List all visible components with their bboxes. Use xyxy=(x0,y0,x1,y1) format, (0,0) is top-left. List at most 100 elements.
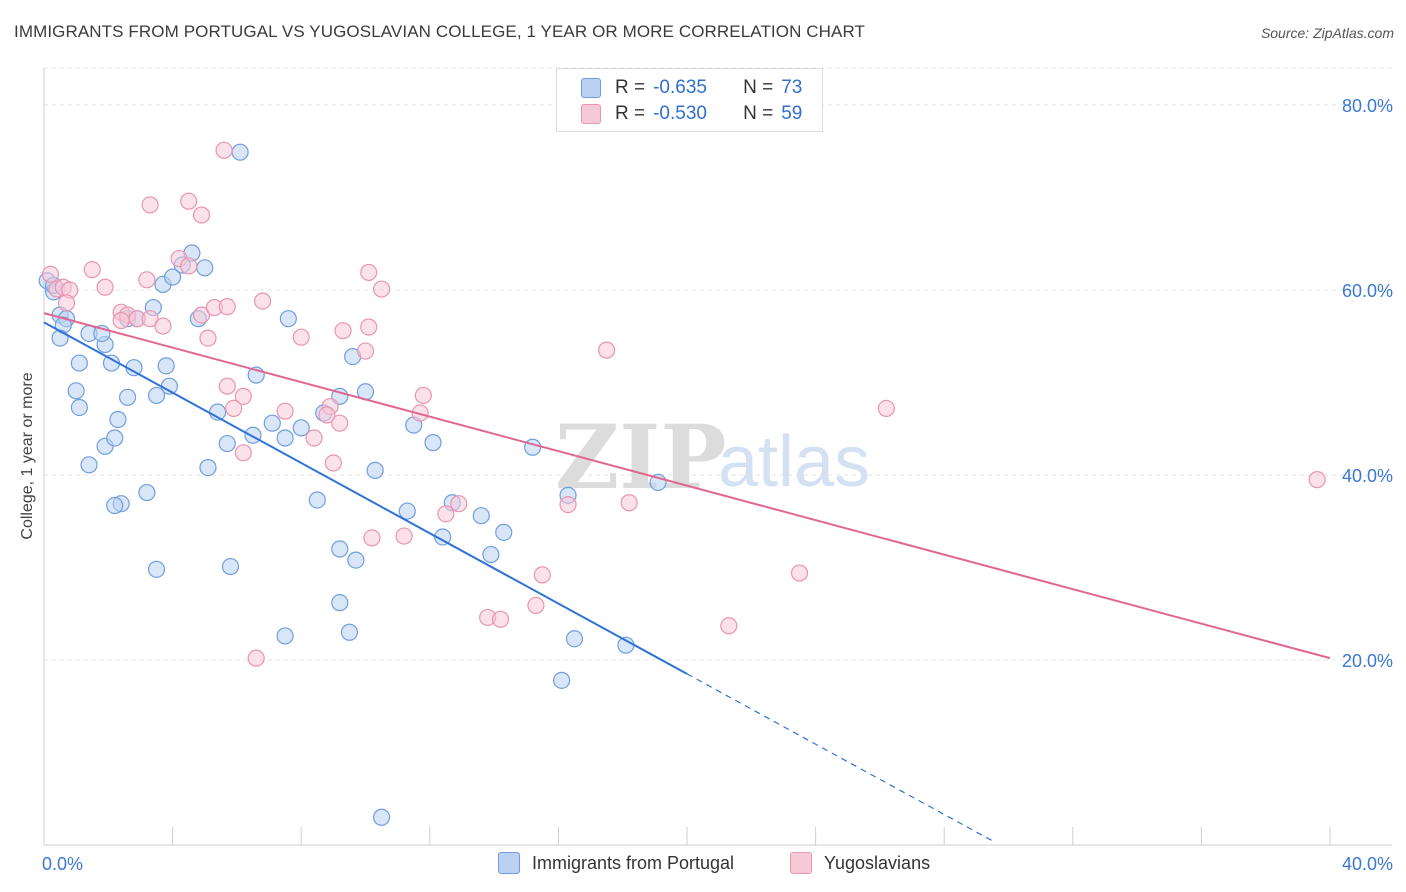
yugoslavian-point xyxy=(234,387,252,405)
yugoslavian-point xyxy=(360,263,378,282)
yugoslavian-point xyxy=(138,271,156,289)
yugoslavian-point xyxy=(491,610,510,628)
yugoslavian-point xyxy=(57,294,76,312)
legend-item-portugal[interactable]: Immigrants from Portugal xyxy=(498,852,734,874)
n-label: N = xyxy=(743,77,774,98)
r-value: -0.530 xyxy=(653,103,707,124)
portugal-point xyxy=(331,540,349,558)
yugoslavian-point xyxy=(215,141,233,159)
portugal-point xyxy=(398,502,416,520)
yugoslavian-point xyxy=(83,261,101,279)
portugal-point xyxy=(199,459,217,477)
portugal-point xyxy=(347,551,365,569)
legend-label-portugal: Immigrants from Portugal xyxy=(532,852,735,873)
portugal-point xyxy=(482,545,500,564)
yugoslavian-point xyxy=(395,527,413,545)
portugal-trendline-extension xyxy=(686,673,996,844)
yugoslavian-point xyxy=(218,298,236,316)
portugal-point xyxy=(279,310,297,328)
yugoslavian-point xyxy=(1308,471,1326,489)
yugoslavian-point xyxy=(559,496,577,514)
yugoslavian-point xyxy=(334,322,352,340)
portugal-trendline xyxy=(43,321,688,675)
portugal-point xyxy=(109,410,127,429)
yugoslavian-point xyxy=(141,196,159,214)
x-tick-label: 40.0% xyxy=(1342,854,1393,874)
source-label: Source: ZipAtlas.com xyxy=(1260,25,1394,41)
y-tick-label: 40.0% xyxy=(1342,466,1393,486)
portugal-point xyxy=(218,434,236,453)
yugoslavian-point xyxy=(324,454,342,472)
portugal-point xyxy=(196,259,214,277)
portugal-point xyxy=(164,268,182,286)
legend-row-yugoslavians: R = -0.530 N = 59 xyxy=(581,103,802,125)
portugal-point xyxy=(70,398,88,417)
portugal-point xyxy=(424,434,442,452)
portugal-point xyxy=(292,419,310,437)
yugoslavian-point xyxy=(305,429,323,447)
yugoslavian-point xyxy=(877,399,895,417)
portugal-point xyxy=(157,357,175,375)
watermark-atlas: atlas xyxy=(718,422,870,502)
yugoslavian-point xyxy=(180,192,198,210)
chart-title: IMMIGRANTS FROM PORTUGAL VS YUGOSLAVIAN … xyxy=(14,22,866,41)
yugoslavian-point xyxy=(527,596,545,615)
legend-item-yugoslavians[interactable]: Yugoslavians xyxy=(790,852,930,874)
portugal-swatch xyxy=(581,78,601,98)
y-tick-label: 80.0% xyxy=(1342,96,1393,116)
portugal-point xyxy=(118,388,137,406)
portugal-point xyxy=(565,630,584,648)
yugoslavian-point xyxy=(154,317,172,335)
yugoslavian-point xyxy=(318,406,336,424)
y-tick-label: 60.0% xyxy=(1342,281,1393,301)
portugal-point xyxy=(106,496,124,515)
yugoslavian-point xyxy=(437,505,455,523)
yugoslavian-point xyxy=(360,318,378,336)
yugoslavian-point xyxy=(292,328,310,346)
yugoslavian-point xyxy=(192,306,211,324)
portugal-point xyxy=(553,671,571,689)
yugoslavian-point xyxy=(356,342,375,360)
portugal-point xyxy=(276,429,294,447)
yugoslavian-point xyxy=(41,265,60,283)
yugoslavians-swatch xyxy=(581,104,601,124)
r-value: -0.635 xyxy=(653,77,707,98)
portugal-point xyxy=(147,386,166,405)
yugoslavian-point xyxy=(96,278,114,296)
yugoslavian-point xyxy=(450,495,468,513)
portugal-point xyxy=(106,429,124,447)
portugal-point xyxy=(472,507,490,525)
n-value: 59 xyxy=(781,103,803,124)
correlation-legend: R = -0.635 N = 73 R = -0.530 N = 59 xyxy=(556,68,823,132)
yugoslavian-point xyxy=(372,280,391,298)
yugoslavian-point xyxy=(180,257,198,275)
yugoslavian-point xyxy=(620,494,638,512)
yugoslavian-point xyxy=(598,341,616,359)
n-value: 73 xyxy=(781,77,803,98)
portugal-point xyxy=(80,456,98,474)
r-label: R = xyxy=(615,103,646,124)
portugal-point xyxy=(51,329,69,347)
yugoslavian-point xyxy=(199,329,217,347)
yugoslavian-point xyxy=(247,649,265,667)
portugal-point xyxy=(221,557,240,576)
r-label: R = xyxy=(615,77,646,98)
yugoslavian-point xyxy=(720,617,738,635)
portugal-point xyxy=(276,627,294,645)
portugal-point xyxy=(372,808,391,826)
y-tick-label: 20.0% xyxy=(1342,651,1393,671)
portugal-point xyxy=(70,354,88,372)
legend-label-yugoslavians: Yugoslavians xyxy=(824,852,931,873)
portugal-point xyxy=(524,438,542,456)
yugoslavian-point xyxy=(790,564,809,582)
yugoslavian-trendline xyxy=(43,312,1331,660)
series-legend: Immigrants from Portugal Yugoslavians xyxy=(0,852,1406,876)
yugoslavian-point xyxy=(225,399,243,417)
portugal-point xyxy=(366,461,384,479)
yugoslavian-point xyxy=(234,444,252,462)
portugal-point xyxy=(308,491,326,509)
portugal-point xyxy=(147,560,166,578)
yugoslavian-point xyxy=(192,206,211,224)
portugal-point xyxy=(244,426,262,444)
